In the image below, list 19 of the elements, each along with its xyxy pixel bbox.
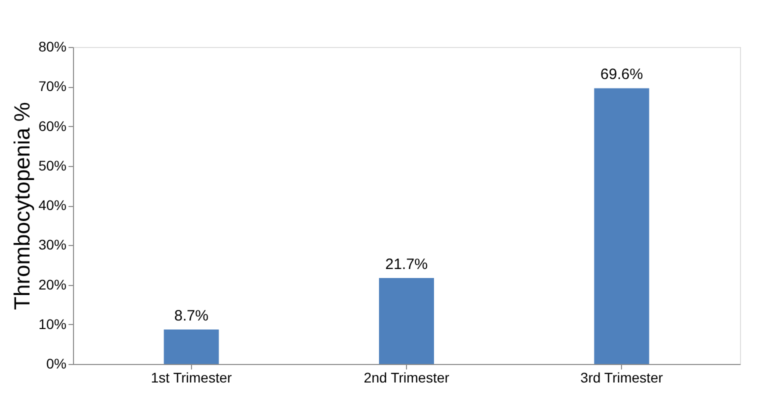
bar bbox=[594, 88, 650, 364]
y-tick-label: 70% bbox=[38, 78, 66, 94]
x-tick-label: 3rd Trimester bbox=[580, 370, 664, 386]
y-tick-label: 50% bbox=[38, 157, 66, 174]
y-tick-label: 30% bbox=[38, 236, 66, 253]
data-label: 8.7% bbox=[174, 308, 208, 325]
bar bbox=[164, 330, 219, 364]
x-tick-label: 2nd Trimester bbox=[364, 370, 450, 386]
y-tick-label: 0% bbox=[46, 356, 66, 372]
data-label: 69.6% bbox=[600, 66, 643, 84]
data-label: 21.7% bbox=[385, 256, 428, 274]
x-tick-label: 1st Trimester bbox=[150, 370, 232, 386]
y-tick-label: 60% bbox=[38, 118, 66, 134]
bar bbox=[379, 278, 434, 364]
y-tick-label: 80% bbox=[38, 38, 66, 54]
y-tick-label: 20% bbox=[38, 276, 66, 292]
y-tick-label: 10% bbox=[38, 316, 66, 332]
y-tick-label: 40% bbox=[38, 197, 66, 213]
y-axis-title: Thrombocytopenia % bbox=[9, 102, 34, 310]
